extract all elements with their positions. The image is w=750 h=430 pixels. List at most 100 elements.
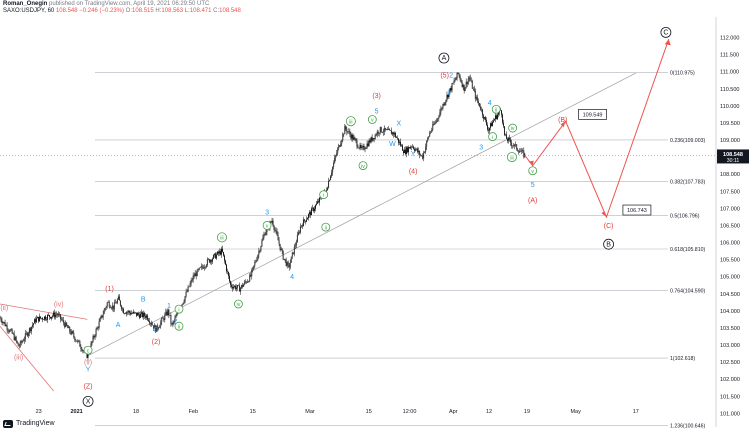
candle-body	[350, 134, 352, 139]
candle-body	[369, 140, 371, 143]
wave-label: v	[371, 118, 374, 124]
candle-body	[466, 81, 468, 84]
candle-body	[359, 144, 361, 149]
y-tick-label: 108.000	[720, 172, 740, 178]
candle-body	[262, 237, 264, 241]
candle-body	[404, 149, 405, 153]
candle-body	[489, 127, 490, 131]
wave-label: (5)	[440, 73, 449, 80]
candle-body	[368, 140, 370, 147]
y-tick-label: 104.000	[720, 309, 740, 315]
candle-body	[70, 331, 72, 334]
candle-body	[29, 328, 31, 332]
candle-body	[353, 137, 355, 140]
wave-label: 5	[375, 108, 379, 115]
candle-body	[372, 137, 374, 141]
x-tick-label: Apr	[449, 409, 458, 415]
candle-body	[21, 341, 23, 343]
candle-body	[310, 212, 311, 216]
candle-body	[432, 124, 434, 130]
candle-body	[517, 149, 519, 151]
candle-body	[159, 326, 161, 328]
candle-body	[456, 72, 458, 79]
candle-body	[28, 328, 30, 334]
candle-body	[38, 316, 39, 322]
candle-body	[510, 139, 512, 143]
projection-arrow-head	[664, 39, 671, 46]
candle-body	[274, 229, 276, 231]
candle-body	[387, 128, 389, 130]
candle-body	[221, 248, 222, 255]
candle-body	[458, 73, 460, 76]
wave-label-circle	[83, 345, 93, 355]
wave-label: v	[266, 224, 269, 230]
candle-body	[66, 322, 68, 326]
price-target-label: 106.743	[627, 208, 647, 214]
candle-body	[304, 220, 306, 222]
candle-body	[1, 320, 3, 323]
candle-body	[176, 313, 178, 316]
candle-body	[95, 329, 97, 336]
candle-body	[103, 309, 105, 314]
candle-body	[391, 132, 393, 135]
candle-body	[468, 77, 470, 79]
y-tick-label: 106.000	[720, 241, 740, 247]
tradingview-logo-icon[interactable]	[3, 420, 13, 428]
candle-body	[307, 217, 308, 220]
candle-body	[293, 246, 295, 255]
candle-body	[165, 311, 167, 315]
wave-label: Y	[411, 151, 416, 158]
candle-body	[462, 84, 464, 87]
candle-body	[203, 267, 205, 269]
candle-body	[242, 285, 244, 287]
candle-body	[361, 147, 363, 148]
candle-body	[90, 343, 92, 351]
candle-body	[503, 122, 504, 127]
candle-body	[129, 311, 130, 313]
candle-body	[490, 123, 491, 128]
candle-body	[134, 311, 135, 313]
candle-body	[136, 312, 137, 316]
candle-body	[394, 132, 396, 138]
candle-body	[419, 150, 421, 155]
candle-body	[277, 235, 279, 241]
candle-body	[161, 318, 163, 322]
wave-label: Y	[86, 366, 91, 373]
candle-body	[357, 146, 359, 148]
candle-body	[250, 274, 252, 277]
wave-label: c	[87, 348, 90, 354]
candle-body	[240, 287, 242, 292]
candle-body	[223, 251, 224, 256]
projection-path	[524, 39, 670, 219]
candle-body	[257, 255, 259, 260]
candle-body	[393, 132, 395, 135]
candle-body	[351, 134, 353, 139]
candle-body	[478, 102, 480, 107]
candle-body	[73, 332, 75, 337]
candle-body	[231, 284, 232, 287]
author-name[interactable]: Roman_Onegin	[3, 1, 48, 7]
candle-body	[370, 137, 372, 143]
candle-body	[400, 141, 401, 146]
candle-body	[30, 326, 32, 332]
channel-line-upper	[0, 303, 88, 320]
wave-label: (Z)	[84, 384, 93, 391]
wave-label: 4	[290, 274, 294, 281]
candle-body	[58, 314, 60, 316]
candle-body	[156, 325, 158, 333]
candle-body	[402, 145, 403, 151]
candle-body	[439, 112, 441, 117]
chart-header: Roman_Onegin published on TradingView.co…	[0, 0, 750, 16]
candle-body	[117, 296, 119, 300]
wave-label: W	[389, 141, 396, 148]
candle-body	[283, 258, 285, 260]
candle-body	[366, 143, 368, 148]
candle-body	[388, 128, 390, 131]
candle-body	[455, 78, 457, 80]
candle-body	[201, 266, 203, 268]
candle-body	[336, 153, 338, 156]
candle-body	[345, 126, 347, 130]
wave-label: (A)	[528, 197, 537, 204]
candle-body	[444, 102, 446, 105]
